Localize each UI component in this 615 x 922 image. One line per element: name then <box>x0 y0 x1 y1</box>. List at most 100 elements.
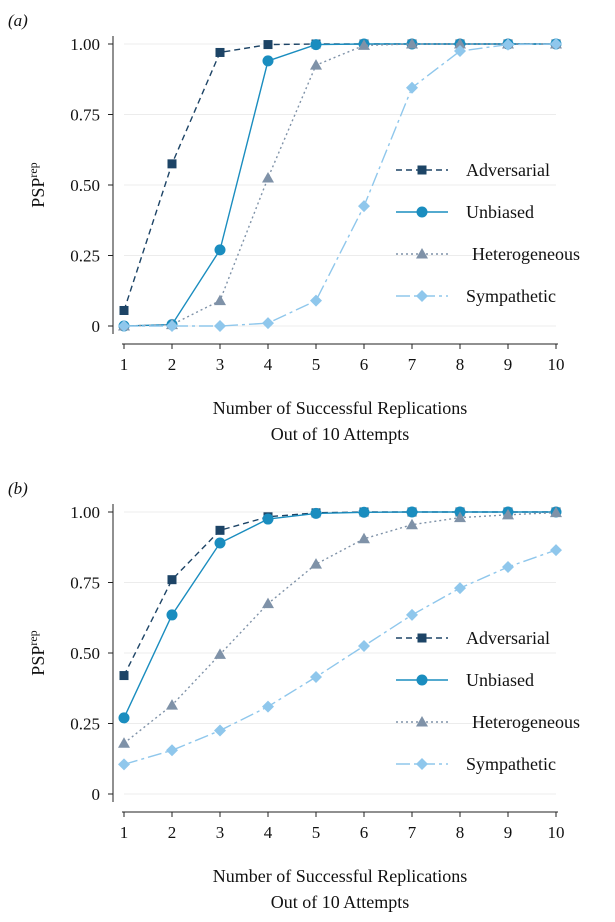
y-tick-label: 0.25 <box>70 247 100 266</box>
y-tick-label: 0 <box>92 785 101 804</box>
y-axis-label: PSPrep <box>26 630 48 675</box>
panel-label: (b) <box>8 479 28 498</box>
data-point-adversarial <box>215 525 225 535</box>
data-point-unbiased <box>166 609 178 621</box>
data-point-heterogeneous <box>262 597 274 609</box>
data-point-unbiased <box>214 537 226 549</box>
data-point-sympathetic <box>310 294 322 307</box>
legend-label-adversarial: Adversarial <box>466 628 550 648</box>
legend-label-unbiased: Unbiased <box>466 202 534 222</box>
legend-label-sympathetic: Sympathetic <box>466 754 556 774</box>
data-point-heterogeneous <box>118 737 130 748</box>
x-tick-label: 1 <box>120 823 129 842</box>
x-tick-label: 5 <box>312 823 321 842</box>
x-tick-label: 10 <box>548 823 565 842</box>
data-point-heterogeneous <box>454 38 466 49</box>
series-line-unbiased <box>123 511 556 719</box>
data-point-sympathetic <box>502 560 514 573</box>
y-tick-label: 0.75 <box>70 106 100 125</box>
x-axis-label-line-2: Out of 10 Attempts <box>271 424 410 444</box>
series-line-unbiased <box>123 43 556 327</box>
data-point-heterogeneous <box>550 506 562 518</box>
data-point-sympathetic <box>406 81 418 94</box>
data-point-heterogeneous <box>310 59 322 70</box>
series-line-heterogeneous <box>123 43 556 327</box>
x-tick-label: 5 <box>312 355 321 374</box>
y-axis-label-main: PSP <box>28 178 48 208</box>
data-point-sympathetic <box>358 200 370 213</box>
legend-marker-unbiased <box>416 206 428 218</box>
legend-marker-heterogeneous <box>416 716 428 727</box>
x-tick-label: 8 <box>456 355 465 374</box>
data-point-heterogeneous <box>358 39 370 50</box>
x-tick-label: 3 <box>216 823 225 842</box>
data-point-sympathetic <box>118 320 130 332</box>
y-tick-label: 0 <box>92 317 101 336</box>
x-tick-label: 3 <box>216 355 225 374</box>
x-tick-label: 2 <box>168 355 177 374</box>
legend-marker-adversarial <box>417 165 427 175</box>
data-point-heterogeneous <box>214 648 226 659</box>
x-tick-label: 7 <box>408 823 417 842</box>
x-tick-label: 8 <box>456 823 465 842</box>
x-tick-label: 1 <box>120 355 129 374</box>
legend-marker-sympathetic <box>416 758 428 770</box>
data-point-sympathetic <box>550 38 562 50</box>
data-point-adversarial <box>167 159 177 169</box>
y-tick-label: 0.75 <box>70 574 100 593</box>
data-point-heterogeneous <box>406 38 418 49</box>
data-point-adversarial <box>263 40 273 50</box>
data-point-sympathetic <box>406 608 418 621</box>
data-point-sympathetic <box>166 744 178 757</box>
y-tick-label: 1.00 <box>70 503 100 522</box>
legend-label-sympathetic: Sympathetic <box>466 286 556 306</box>
data-point-unbiased <box>310 507 322 519</box>
data-point-unbiased <box>262 55 274 67</box>
x-axis-label-line-1: Number of Successful Replications <box>213 398 467 418</box>
data-point-heterogeneous <box>502 508 514 520</box>
data-point-heterogeneous <box>214 294 226 306</box>
x-tick-label: 10 <box>548 355 565 374</box>
data-point-adversarial <box>215 47 225 57</box>
y-axis-label-superscript: rep <box>26 162 40 177</box>
data-point-adversarial <box>167 575 177 585</box>
data-point-unbiased <box>406 506 418 518</box>
legend-marker-heterogeneous <box>416 248 428 259</box>
data-point-unbiased <box>214 244 226 256</box>
data-point-sympathetic <box>454 45 466 58</box>
data-point-sympathetic <box>214 724 226 737</box>
x-tick-label: 9 <box>504 355 513 374</box>
x-tick-label: 7 <box>408 355 417 374</box>
chart-panel-a: (a) 0 0.25 0.50 0.75 1.00 1 2 3 4 5 6 7 8 9 10 PSPrep Num… <box>8 11 580 444</box>
data-point-heterogeneous <box>406 518 418 530</box>
x-tick-label: 9 <box>504 823 513 842</box>
x-tick-label: 6 <box>360 355 369 374</box>
x-tick-label: 4 <box>264 355 273 374</box>
data-point-heterogeneous <box>454 511 466 523</box>
series-line-adversarial <box>123 511 556 676</box>
data-point-sympathetic <box>166 320 178 332</box>
panel-label: (a) <box>8 11 28 30</box>
series-line-sympathetic <box>123 549 557 766</box>
data-point-sympathetic <box>454 582 466 595</box>
x-tick-label: 6 <box>360 823 369 842</box>
data-point-sympathetic <box>118 758 130 771</box>
data-point-heterogeneous <box>310 558 322 569</box>
x-axis-label-line-1: Number of Successful Replications <box>213 866 467 886</box>
legend-label-adversarial: Adversarial <box>466 160 550 180</box>
data-point-unbiased <box>118 712 130 724</box>
legend-label-heterogeneous: Heterogeneous <box>472 244 580 264</box>
y-tick-label: 1.00 <box>70 35 100 54</box>
data-point-heterogeneous <box>166 699 178 710</box>
data-point-sympathetic <box>358 639 370 652</box>
data-point-adversarial <box>119 305 129 315</box>
data-point-heterogeneous <box>358 532 370 544</box>
data-point-sympathetic <box>502 38 514 51</box>
data-point-sympathetic <box>310 670 322 683</box>
legend-marker-sympathetic <box>416 290 428 302</box>
x-axis-label-line-2: Out of 10 Attempts <box>271 892 410 912</box>
legend-label-unbiased: Unbiased <box>466 670 534 690</box>
data-point-unbiased <box>262 513 274 525</box>
data-point-unbiased <box>358 506 370 518</box>
